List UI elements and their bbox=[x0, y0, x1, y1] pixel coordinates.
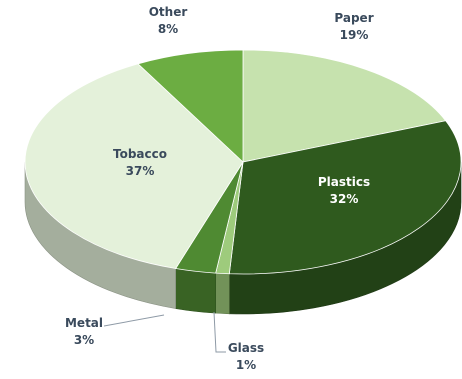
slice-value-other: 8% bbox=[158, 22, 178, 36]
slice-label-plastics: Plastics bbox=[318, 175, 370, 189]
pie-side-glass bbox=[215, 272, 230, 315]
slice-label-other: Other bbox=[149, 5, 188, 19]
pie-tops bbox=[24, 49, 462, 275]
pie-slice-tobacco bbox=[24, 63, 244, 269]
pie-sides bbox=[24, 161, 462, 315]
slice-value-plastics: 32% bbox=[330, 192, 359, 206]
leader-line-metal bbox=[103, 314, 165, 327]
pie-slice-paper bbox=[242, 49, 447, 163]
slice-value-glass: 1% bbox=[236, 358, 256, 372]
pie-slice-plastics bbox=[228, 120, 462, 275]
slice-label-paper: Paper bbox=[334, 11, 373, 25]
slice-label-tobacco: Tobacco bbox=[113, 147, 167, 161]
slice-value-metal: 3% bbox=[74, 333, 94, 347]
slice-value-paper: 19% bbox=[340, 28, 369, 42]
leader-lines bbox=[103, 311, 226, 353]
slice-label-metal: Metal bbox=[65, 316, 103, 330]
slice-value-tobacco: 37% bbox=[126, 164, 155, 178]
pie-slice-other bbox=[137, 49, 244, 163]
slice-labels: Paper 19% Plastics 32% Glass 1% Metal 3% Tobacco… bbox=[65, 5, 374, 372]
pie-side-metal bbox=[175, 268, 216, 314]
slice-label-glass: Glass bbox=[228, 341, 264, 355]
leader-line-glass bbox=[213, 311, 226, 353]
